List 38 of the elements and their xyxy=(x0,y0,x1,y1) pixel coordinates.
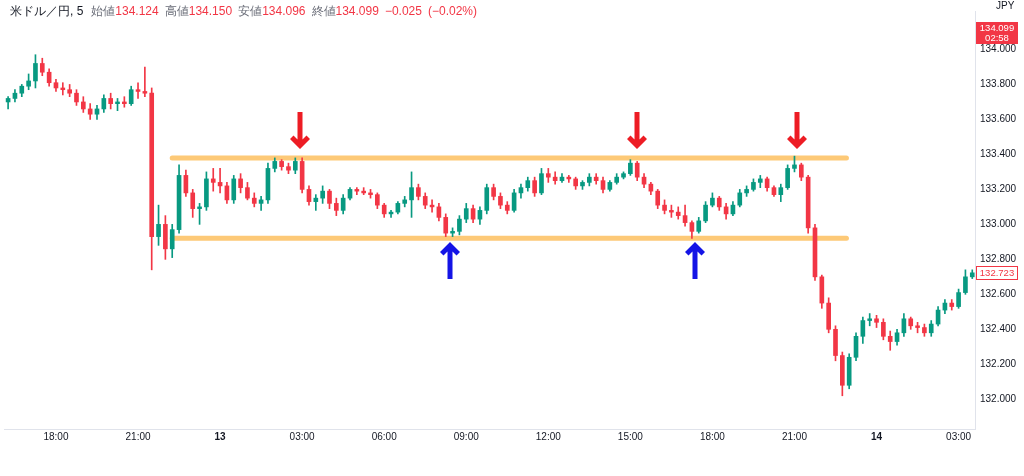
x-tick-label: 13 xyxy=(214,430,227,442)
x-tick-label: 18:00 xyxy=(43,430,69,442)
x-tick-label: 14 xyxy=(870,430,883,442)
candlestick xyxy=(566,175,572,183)
x-tick-label: 09:00 xyxy=(453,430,480,442)
x-tick-label: 15:00 xyxy=(617,430,644,442)
y-tick-label: 132.200 xyxy=(980,358,1017,370)
x-tick-label: 18:00 xyxy=(699,430,726,442)
y-tick-label: 133.200 xyxy=(980,183,1017,195)
text: 始値134.124 高値134.150 安値134.096 終値134.099 −0.025 (−0.02%) xyxy=(91,4,477,18)
y-tick-label: 132.800 xyxy=(980,253,1017,265)
x-tick-label: 21:00 xyxy=(781,430,808,442)
candlestick xyxy=(313,194,319,211)
candlestick xyxy=(361,187,367,195)
x-tick-label: 06:00 xyxy=(371,430,398,442)
text: 02:58 xyxy=(985,32,1009,44)
candlestick xyxy=(60,82,66,96)
y-tick-label: 133.400 xyxy=(980,148,1017,160)
candlestick xyxy=(545,168,551,183)
candlestick xyxy=(135,82,141,99)
y-tick-label: 133.800 xyxy=(980,78,1017,90)
y-tick-label: 133.000 xyxy=(980,218,1017,230)
annotation: 134.099 xyxy=(979,22,1015,34)
y-tick-label: 132.600 xyxy=(980,288,1017,300)
y-tick-label: 132.000 xyxy=(980,393,1017,405)
x-tick-label: 03:00 xyxy=(946,430,972,442)
annotation: 132.723 xyxy=(976,265,1018,280)
x-tick-label: 03:00 xyxy=(289,430,316,442)
x-tick-label: 21:00 xyxy=(125,430,151,442)
chart-title: 米ドル／円, 5 xyxy=(10,4,84,18)
x-tick-label: 12:00 xyxy=(535,430,562,442)
y-axis-title: JPY xyxy=(996,0,1015,11)
y-tick-label: 133.600 xyxy=(980,113,1017,125)
y-tick-label: 132.400 xyxy=(980,323,1017,335)
y-tick-label: 134.000 xyxy=(980,43,1017,55)
candlestick xyxy=(867,313,873,327)
candlestick xyxy=(210,168,216,192)
candlestick xyxy=(142,66,148,98)
